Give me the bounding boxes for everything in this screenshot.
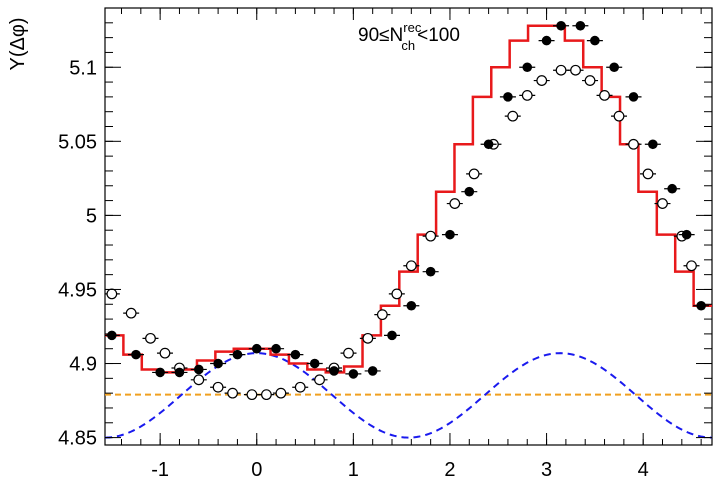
filled-data-point: [174, 367, 185, 378]
y-tick-label: 4.9: [69, 354, 97, 376]
filled-data-point: [667, 183, 677, 194]
filled-data-point: [628, 92, 639, 102]
filled-data-point: [193, 364, 204, 375]
plot-frame: [104, 7, 713, 446]
open-data-point: [212, 381, 224, 393]
filled-data-point: [445, 229, 455, 240]
x-tick-label: 4: [638, 459, 649, 481]
open-data-point: [425, 230, 437, 242]
open-data-point: [106, 288, 118, 300]
open-data-point: [507, 110, 519, 122]
filled-data-point: [609, 62, 619, 73]
blue-v2-modulation-curve: [105, 352, 712, 439]
x-tick-label: 0: [251, 459, 262, 481]
open-data-point: [405, 260, 417, 272]
open-data-point: [343, 347, 354, 359]
filled-data-point: [309, 358, 320, 369]
y-tick-label: 4.95: [58, 279, 97, 301]
filled-data-point: [155, 367, 165, 378]
open-data-point: [246, 389, 258, 401]
filled-data-point: [556, 20, 566, 31]
filled-data-point: [483, 139, 494, 150]
y-tick-label: 5.05: [58, 131, 97, 153]
filled-data-point: [590, 35, 600, 46]
filled-data-point: [425, 266, 436, 277]
open-data-point: [657, 198, 668, 209]
annotation-suffix: <100: [417, 25, 460, 46]
filled-data-point: [406, 300, 417, 311]
x-tick-label: 3: [541, 459, 552, 481]
open-data-point: [555, 64, 567, 76]
open-data-point: [599, 89, 610, 101]
filled-data-point: [681, 229, 692, 240]
open-data-point: [521, 89, 533, 101]
filled-data-point: [387, 330, 397, 341]
open-data-point: [159, 347, 171, 359]
open-data-point: [275, 387, 287, 399]
annotation-sup: rec: [403, 20, 422, 35]
filled-data-point: [348, 369, 359, 379]
open-data-point: [584, 75, 596, 86]
x-tick-label: 2: [444, 459, 455, 481]
open-data-point: [686, 260, 697, 272]
filled-data-point: [290, 349, 301, 360]
open-data-point: [449, 198, 461, 209]
open-data-point: [376, 309, 388, 321]
filled-data-point: [541, 35, 552, 46]
open-data-point: [362, 332, 374, 344]
y-tick-label: 4.85: [58, 428, 97, 450]
open-data-point: [468, 168, 480, 180]
annotation-prefix: 90≤N: [358, 25, 403, 46]
x-tick-label: -1: [151, 459, 169, 481]
open-data-point: [391, 288, 403, 300]
open-data-point: [314, 374, 325, 386]
filled-data-point: [522, 62, 533, 73]
red-step-fit: [105, 24, 712, 374]
annotation: 90≤Nrec ch <100: [358, 20, 460, 53]
filled-data-point: [131, 349, 141, 360]
filled-data-point: [696, 300, 706, 311]
open-data-point: [570, 64, 581, 76]
y-tick-label: 5.1: [69, 57, 97, 79]
annotation-sub: ch: [401, 38, 415, 53]
open-data-point: [227, 387, 238, 399]
y-tick-label: 5: [86, 205, 97, 227]
open-data-point: [261, 389, 272, 401]
open-data-point: [642, 168, 654, 180]
filled-data-point: [367, 366, 378, 376]
open-data-point: [536, 75, 548, 86]
open-data-point: [294, 381, 306, 393]
filled-data-point: [503, 92, 513, 102]
filled-data-point: [232, 349, 243, 360]
open-data-point: [193, 374, 205, 386]
open-data-point: [125, 307, 137, 319]
open-data-point: [145, 332, 156, 344]
filled-data-point: [464, 186, 475, 197]
filled-data-point: [271, 343, 281, 354]
filled-data-point: [648, 139, 658, 150]
filled-data-point: [575, 20, 586, 31]
x-tick-label: 1: [348, 459, 359, 481]
open-data-point: [628, 138, 639, 150]
filled-data-point: [251, 343, 262, 354]
open-data-point: [613, 110, 625, 122]
filled-data-point: [329, 366, 339, 376]
filled-data-point: [213, 358, 223, 369]
y-axis-title: Y(Δφ): [7, 18, 29, 71]
filled-data-point: [107, 330, 117, 341]
